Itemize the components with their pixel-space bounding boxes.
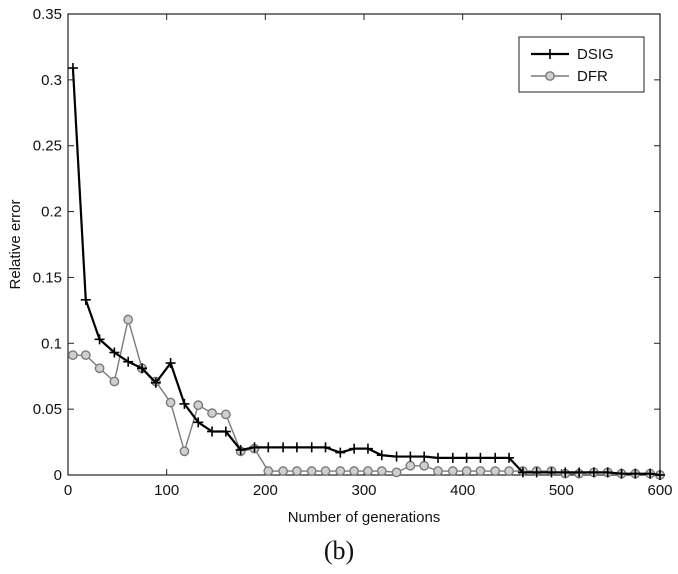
data-point bbox=[349, 466, 360, 476]
data-point bbox=[68, 350, 78, 361]
x-tick-label: 200 bbox=[253, 482, 278, 499]
data-point bbox=[504, 466, 514, 476]
y-tick-label: 0.1 bbox=[41, 335, 62, 352]
figure-caption: (b) bbox=[323, 536, 355, 565]
data-point bbox=[447, 466, 458, 476]
y-tick-label: 0 bbox=[54, 467, 62, 484]
x-tick-label: 0 bbox=[64, 482, 72, 499]
data-point bbox=[207, 408, 217, 418]
axis-ticks: 0 100 200 300 400 500 600 0 0.05 0.1 0.15 0.2 0.25 0.… bbox=[33, 6, 673, 499]
data-point bbox=[94, 363, 105, 374]
data-point bbox=[165, 397, 176, 408]
y-tick-label: 0.2 bbox=[41, 204, 62, 221]
data-point bbox=[193, 400, 204, 411]
data-point bbox=[220, 409, 231, 420]
series-dsig bbox=[67, 63, 665, 480]
data-point bbox=[433, 466, 443, 476]
legend-item-dsig: DSIG bbox=[531, 46, 614, 63]
y-tick-label: 0.3 bbox=[41, 72, 62, 89]
legend: DSIG DFR bbox=[518, 36, 645, 93]
series-line bbox=[71, 67, 661, 477]
series-dfr bbox=[68, 314, 665, 480]
data-point bbox=[376, 466, 387, 476]
y-tick-label: 0.35 bbox=[33, 6, 62, 23]
legend-label: DSIG bbox=[577, 46, 614, 63]
data-point bbox=[490, 466, 501, 476]
data-point bbox=[419, 460, 430, 471]
data-point bbox=[292, 466, 302, 476]
data-point bbox=[335, 466, 346, 476]
series-layer bbox=[67, 63, 665, 480]
data-point bbox=[179, 446, 190, 457]
x-tick-label: 500 bbox=[549, 482, 574, 499]
y-tick-label: 0.05 bbox=[33, 401, 62, 418]
data-point bbox=[391, 467, 402, 478]
x-tick-label: 600 bbox=[647, 482, 672, 499]
series-line bbox=[72, 319, 661, 476]
data-point bbox=[545, 71, 555, 81]
x-tick-label: 400 bbox=[450, 482, 475, 499]
data-point bbox=[123, 314, 134, 325]
y-axis-label: Relative error bbox=[7, 199, 24, 289]
data-point bbox=[306, 466, 317, 476]
y-tick-label: 0.15 bbox=[33, 269, 62, 286]
data-point bbox=[461, 466, 472, 476]
data-point bbox=[263, 466, 274, 476]
data-point bbox=[475, 466, 486, 476]
legend-item-dfr: DFR bbox=[531, 68, 608, 85]
x-axis-label: Number of generations bbox=[288, 509, 441, 526]
legend-box bbox=[518, 36, 645, 93]
data-point bbox=[363, 466, 373, 476]
x-tick-label: 100 bbox=[154, 482, 179, 499]
data-point bbox=[320, 466, 331, 476]
y-tick-label: 0.25 bbox=[33, 138, 62, 155]
data-point bbox=[80, 350, 91, 361]
legend-label: DFR bbox=[577, 68, 608, 85]
x-tick-label: 300 bbox=[351, 482, 376, 499]
data-point bbox=[405, 460, 416, 471]
data-point bbox=[278, 466, 288, 476]
data-point bbox=[109, 376, 120, 387]
